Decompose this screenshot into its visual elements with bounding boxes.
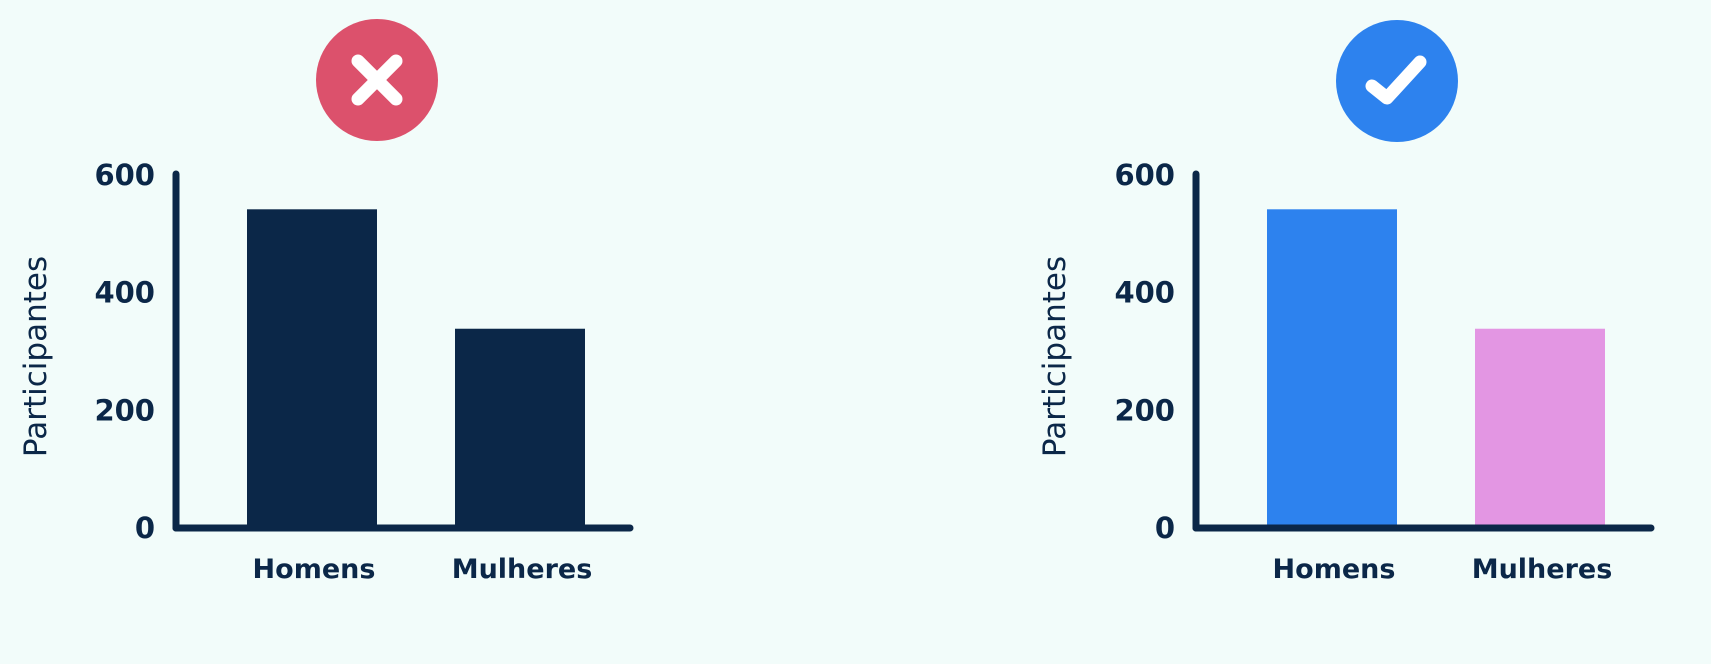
bar-homens (247, 209, 377, 528)
check-mark-icon (1336, 20, 1458, 142)
bar-mulheres (1475, 328, 1605, 527)
category-label: Homens (253, 554, 376, 585)
bar-chart-2: Homens Mulheres 0 200 400 600 Participantes (1037, 20, 1655, 585)
y-tick-label: 0 (1155, 511, 1175, 545)
y-tick-label: 200 (94, 393, 155, 427)
bar-chart-1: Homens Mulheres 0 200 400 600 Participantes (18, 19, 634, 585)
check-stroke (1365, 55, 1427, 105)
y-tick-label: 600 (94, 158, 155, 192)
bar-homens (1267, 209, 1397, 528)
category-label: Homens (1273, 554, 1396, 585)
category-label: Mulheres (452, 554, 593, 585)
y-tick-label: 200 (1114, 393, 1175, 427)
y-tick-label: 600 (1114, 158, 1175, 192)
y-tick-label: 400 (94, 276, 155, 310)
x-stroke-2 (351, 54, 403, 106)
category-label: Mulheres (1472, 554, 1613, 585)
x-mark-icon (316, 19, 438, 141)
y-tick-label: 0 (135, 511, 155, 545)
y-axis-title: Participantes (1037, 256, 1073, 457)
y-axis-title: Participantes (18, 256, 54, 457)
y-tick-label: 400 (1114, 276, 1175, 310)
bar-mulheres (455, 328, 585, 527)
